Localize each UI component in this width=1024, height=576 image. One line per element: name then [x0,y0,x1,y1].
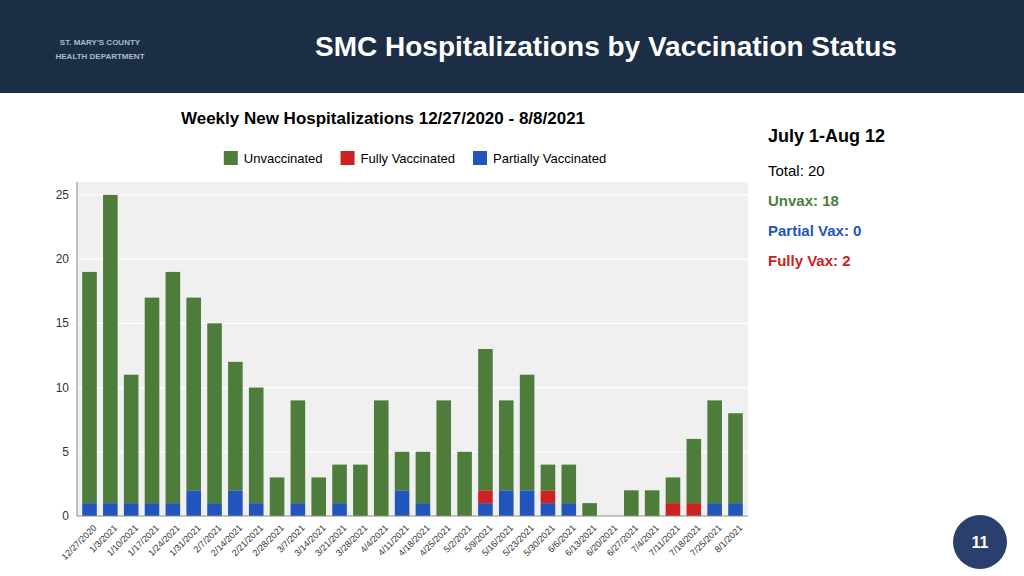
bar-segment [249,388,264,504]
bar-segment [207,503,222,516]
bar-segment [436,400,451,516]
legend-label: Partially Vaccinated [493,151,606,166]
grid-line [77,515,748,516]
x-tick-label: 8/1/2021 [713,523,745,555]
y-axis-line [77,182,78,516]
bar-segment [416,503,431,516]
bar-segment [228,490,243,516]
bars [82,195,743,516]
bar-segment [374,400,389,516]
bar-segment [249,503,264,516]
plot-area [77,182,748,516]
bar-segment [166,272,181,503]
bar-segment [82,272,97,503]
logo-text: HEALTH DEPARTMENT [55,52,144,61]
chart: SMC Hospitalizations by Vaccination Stat… [0,0,1024,576]
bar-segment [478,490,493,503]
bar-segment [707,400,722,503]
bar-segment [186,490,201,516]
bar-segment [728,413,743,503]
bar-segment [416,452,431,503]
annotation: Total: 20 [768,162,825,179]
bar-segment [645,490,660,516]
bar-segment [541,490,556,503]
legend: Unvaccinated Fully Vaccinated Partially Va… [224,151,606,166]
bar-segment [311,477,326,516]
page-number: 11 [972,534,989,551]
grid-line [77,194,748,195]
grid [77,195,748,516]
bar-segment [478,503,493,516]
bar-segment [124,375,139,503]
bar-segment [291,503,306,516]
bar-segment [166,503,181,516]
title: SMC Hospitalizations by Vaccination Stat… [315,31,897,62]
x-axis-line [77,516,748,517]
subtitle: Weekly New Hospitalizations 12/27/2020 -… [181,109,585,128]
bar-segment [332,503,347,516]
bar-segment [520,375,535,491]
bar-segment [624,490,639,516]
bar-segment [145,503,160,516]
bar-segment [353,465,368,516]
bar-segment [666,477,681,503]
bar-segment [687,439,702,503]
bar-segment [457,452,472,516]
y-tick-label: 0 [62,509,69,523]
bar-segment [520,490,535,516]
legend-swatch [473,151,487,165]
bar-segment [103,195,118,503]
bar-segment [332,465,347,504]
legend-swatch [224,151,238,165]
bar-segment [103,503,118,516]
legend-label: Fully Vaccinated [361,151,455,166]
bar-segment [270,477,285,516]
grid-line [77,258,748,259]
bar-segment [728,503,743,516]
bar-segment [561,503,576,516]
bar-segment [395,490,410,516]
bar-segment [82,503,97,516]
y-tick-label: 20 [56,252,70,266]
annotation: Partial Vax: 0 [768,222,861,239]
y-tick-label: 25 [56,188,70,202]
page-circle [953,515,1007,569]
annotation: July 1-Aug 12 [768,126,885,146]
bar-segment [687,503,702,516]
bar-segment [291,400,306,503]
bar-segment [666,503,681,516]
background [0,0,1024,576]
bar-segment [561,465,576,504]
bar-segment [478,349,493,490]
annotation: Unvax: 18 [768,192,839,209]
annotation: Fully Vax: 2 [768,252,851,269]
bar-segment [228,362,243,490]
y-tick-label: 15 [56,316,70,330]
legend-swatch [341,151,355,165]
y-tick-label: 10 [56,381,70,395]
logo-text: ST. MARY'S COUNTY [60,38,141,47]
legend-label: Unvaccinated [244,151,323,166]
bar-segment [124,503,139,516]
bar-segment [186,298,201,491]
bar-segment [499,400,514,490]
bar-segment [582,503,597,516]
header [0,0,1024,93]
y-tick-label: 5 [62,445,69,459]
bar-segment [499,490,514,516]
bar-segment [395,452,410,491]
bar-segment [707,503,722,516]
bar-segment [207,323,222,503]
bar-segment [145,298,160,504]
bar-segment [541,465,556,491]
bar-segment [541,503,556,516]
